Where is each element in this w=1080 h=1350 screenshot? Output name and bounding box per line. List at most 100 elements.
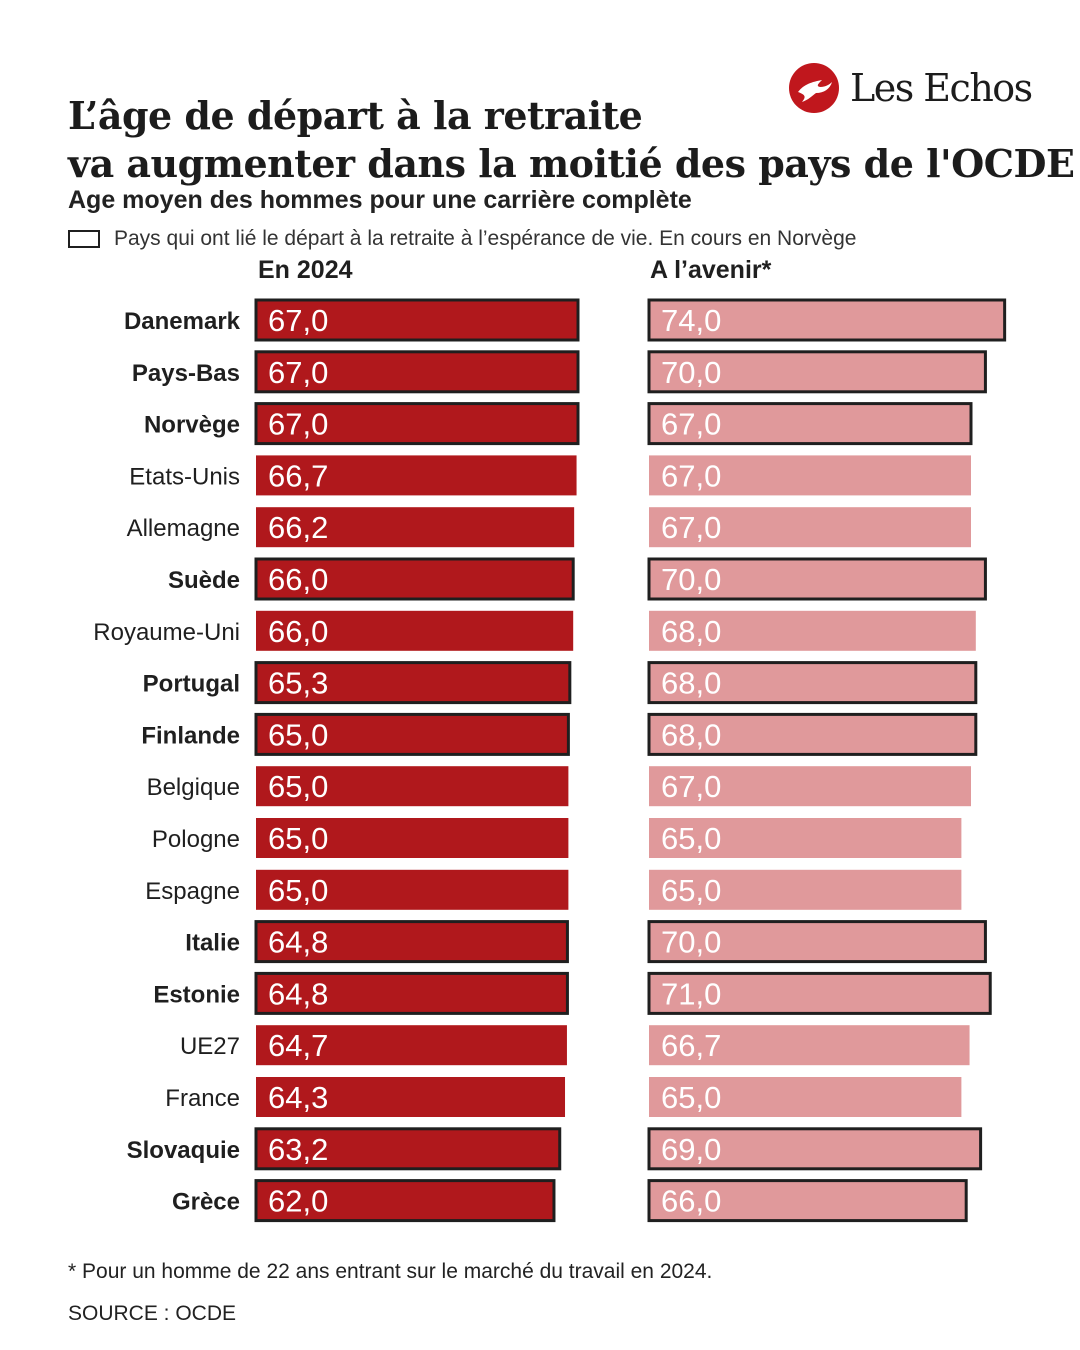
column-title-future: A l’avenir*: [650, 256, 772, 284]
category-label: Danemark: [124, 308, 241, 335]
bar-future: [647, 402, 973, 446]
bar-2024: [256, 1077, 566, 1117]
bar-2024: [256, 869, 569, 910]
value-label-future: 71,0: [661, 976, 721, 1011]
category-label: Slovaquie: [127, 1137, 240, 1164]
value-label-future: 70,0: [661, 562, 721, 597]
value-label-2024: 65,0: [268, 821, 328, 856]
bar-2024: [256, 1025, 567, 1066]
value-label-future: 65,0: [661, 821, 721, 856]
category-label: Estonie: [153, 981, 240, 1008]
value-label-2024: 64,8: [268, 925, 328, 960]
source: SOURCE : OCDE: [68, 1302, 237, 1325]
logo-text: Les Echos: [850, 66, 1033, 110]
value-label-future: 65,0: [661, 1080, 721, 1115]
bar-2024: [254, 661, 572, 705]
title-line-1: L’âge de départ à la retraite: [68, 93, 643, 138]
category-label: Grèce: [172, 1189, 240, 1216]
bar-2024: [254, 402, 580, 446]
legend: Pays qui ont lié le départ à la retraite…: [68, 226, 856, 252]
title-line-2: va augmenter dans la moitié des pays de …: [68, 141, 1075, 186]
bar-future: [647, 1127, 983, 1171]
value-label-future: 68,0: [661, 717, 721, 752]
category-label: Norvège: [144, 412, 240, 439]
bar-2024: [254, 971, 569, 1015]
bar-2024: [256, 610, 574, 651]
bar-future: [649, 869, 962, 910]
value-label-2024: 66,2: [268, 510, 328, 545]
les-echos-logo: Les Echos: [788, 62, 1033, 114]
bar-future: [649, 1025, 970, 1066]
bar-2024: [254, 1179, 556, 1223]
chart-title: L’âge de départ à la retraite va augment…: [68, 92, 1075, 188]
bar-2024: [254, 920, 569, 964]
value-label-2024: 65,3: [268, 666, 328, 701]
category-label: Italie: [185, 930, 240, 957]
bar-future: [649, 818, 962, 858]
category-label: Pologne: [152, 826, 240, 853]
bar-future: [647, 298, 1007, 342]
bar-future: [649, 455, 971, 496]
value-label-2024: 66,0: [268, 614, 328, 649]
bar-2024: [254, 712, 570, 756]
category-label: UE27: [180, 1033, 240, 1060]
category-label: Pays-Bas: [132, 360, 240, 387]
value-label-2024: 66,0: [268, 562, 328, 597]
bar-future: [647, 920, 987, 964]
bar-future: [647, 661, 978, 705]
legend-text: Pays qui ont lié le départ à la retraite…: [114, 227, 857, 250]
value-label-2024: 67,0: [268, 303, 328, 338]
value-label-future: 67,0: [661, 407, 721, 442]
bar-2024: [254, 557, 575, 601]
value-label-future: 74,0: [661, 303, 721, 338]
category-label: Portugal: [143, 671, 240, 698]
value-label-2024: 65,0: [268, 717, 328, 752]
bar-future: [647, 712, 978, 756]
value-label-2024: 67,0: [268, 355, 328, 390]
category-label: Finlande: [141, 722, 240, 749]
bar-future: [649, 1077, 962, 1117]
bar-future: [647, 350, 987, 394]
footnote: * Pour un homme de 22 ans entrant sur le…: [68, 1260, 713, 1283]
bar-2024: [254, 1127, 562, 1171]
category-label: France: [165, 1085, 240, 1112]
bar-2024: [256, 766, 569, 807]
bar-2024: [256, 455, 577, 496]
value-label-2024: 63,2: [268, 1132, 328, 1167]
bar-future: [647, 971, 992, 1015]
value-label-future: 68,0: [661, 614, 721, 649]
value-label-future: 68,0: [661, 666, 721, 701]
bar-future: [649, 610, 976, 651]
value-label-future: 70,0: [661, 355, 721, 390]
value-label-2024: 65,0: [268, 769, 328, 804]
value-label-2024: 65,0: [268, 873, 328, 908]
value-label-future: 65,0: [661, 873, 721, 908]
column-title-2024: En 2024: [258, 256, 353, 284]
value-label-future: 70,0: [661, 925, 721, 960]
chart-subtitle: Age moyen des hommes pour une carrière c…: [68, 186, 692, 214]
value-label-2024: 64,3: [268, 1080, 328, 1115]
value-label-2024: 64,8: [268, 976, 328, 1011]
bar-2024: [256, 507, 575, 548]
bar-future: [647, 557, 987, 601]
bar-2024: [254, 298, 580, 342]
bar-future: [647, 1179, 968, 1223]
value-label-2024: 67,0: [268, 407, 328, 442]
legend-outline-swatch: [68, 230, 100, 248]
value-label-2024: 62,0: [268, 1184, 328, 1219]
value-label-2024: 64,7: [268, 1028, 328, 1063]
les-echos-bird-logo-icon: [789, 63, 839, 113]
value-label-future: 66,0: [661, 1184, 721, 1219]
value-label-future: 69,0: [661, 1132, 721, 1167]
bar-future: [649, 507, 971, 548]
value-label-future: 67,0: [661, 769, 721, 804]
value-label-future: 67,0: [661, 458, 721, 493]
value-label-future: 67,0: [661, 510, 721, 545]
category-label: Etats-Unis: [129, 463, 240, 490]
category-label: Royaume-Uni: [93, 619, 240, 646]
value-label-future: 66,7: [661, 1028, 721, 1063]
category-label: Espagne: [145, 878, 240, 905]
category-label: Allemagne: [127, 515, 240, 542]
category-label: Suède: [168, 567, 240, 594]
bar-future: [649, 766, 971, 807]
